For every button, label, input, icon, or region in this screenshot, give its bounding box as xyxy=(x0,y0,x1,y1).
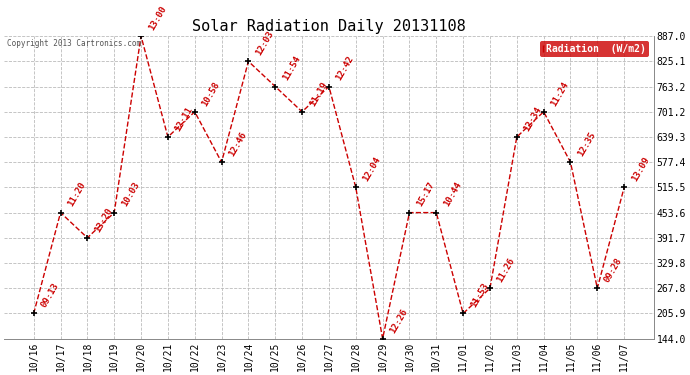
Text: 13:20: 13:20 xyxy=(93,206,114,234)
Title: Solar Radiation Daily 20131108: Solar Radiation Daily 20131108 xyxy=(192,18,466,33)
Text: 12:35: 12:35 xyxy=(576,130,598,158)
Text: 15:17: 15:17 xyxy=(415,181,436,209)
Text: 11:19: 11:19 xyxy=(308,80,329,108)
Text: 11:26: 11:26 xyxy=(495,256,517,284)
Text: 12:03: 12:03 xyxy=(254,29,275,57)
Text: 11:53: 11:53 xyxy=(469,282,490,309)
Legend: Radiation  (W/m2): Radiation (W/m2) xyxy=(540,41,649,57)
Text: 10:58: 10:58 xyxy=(200,80,221,108)
Text: 10:03: 10:03 xyxy=(120,181,141,209)
Text: 11:20: 11:20 xyxy=(66,181,88,209)
Text: 12:34: 12:34 xyxy=(522,105,544,133)
Text: 12:04: 12:04 xyxy=(362,156,382,183)
Text: 09:13: 09:13 xyxy=(39,282,61,309)
Text: 12:26: 12:26 xyxy=(388,307,409,334)
Text: 12:46: 12:46 xyxy=(227,130,248,158)
Text: 10:44: 10:44 xyxy=(442,181,463,209)
Text: 12:42: 12:42 xyxy=(335,55,356,82)
Text: 12:11: 12:11 xyxy=(173,105,195,133)
Text: 13:00: 13:00 xyxy=(146,4,168,32)
Text: 11:24: 11:24 xyxy=(549,80,571,108)
Text: 09:28: 09:28 xyxy=(603,256,624,284)
Text: 11:54: 11:54 xyxy=(281,55,302,82)
Text: Copyright 2013 Cartronics.com: Copyright 2013 Cartronics.com xyxy=(8,39,141,48)
Text: 13:09: 13:09 xyxy=(630,156,651,183)
